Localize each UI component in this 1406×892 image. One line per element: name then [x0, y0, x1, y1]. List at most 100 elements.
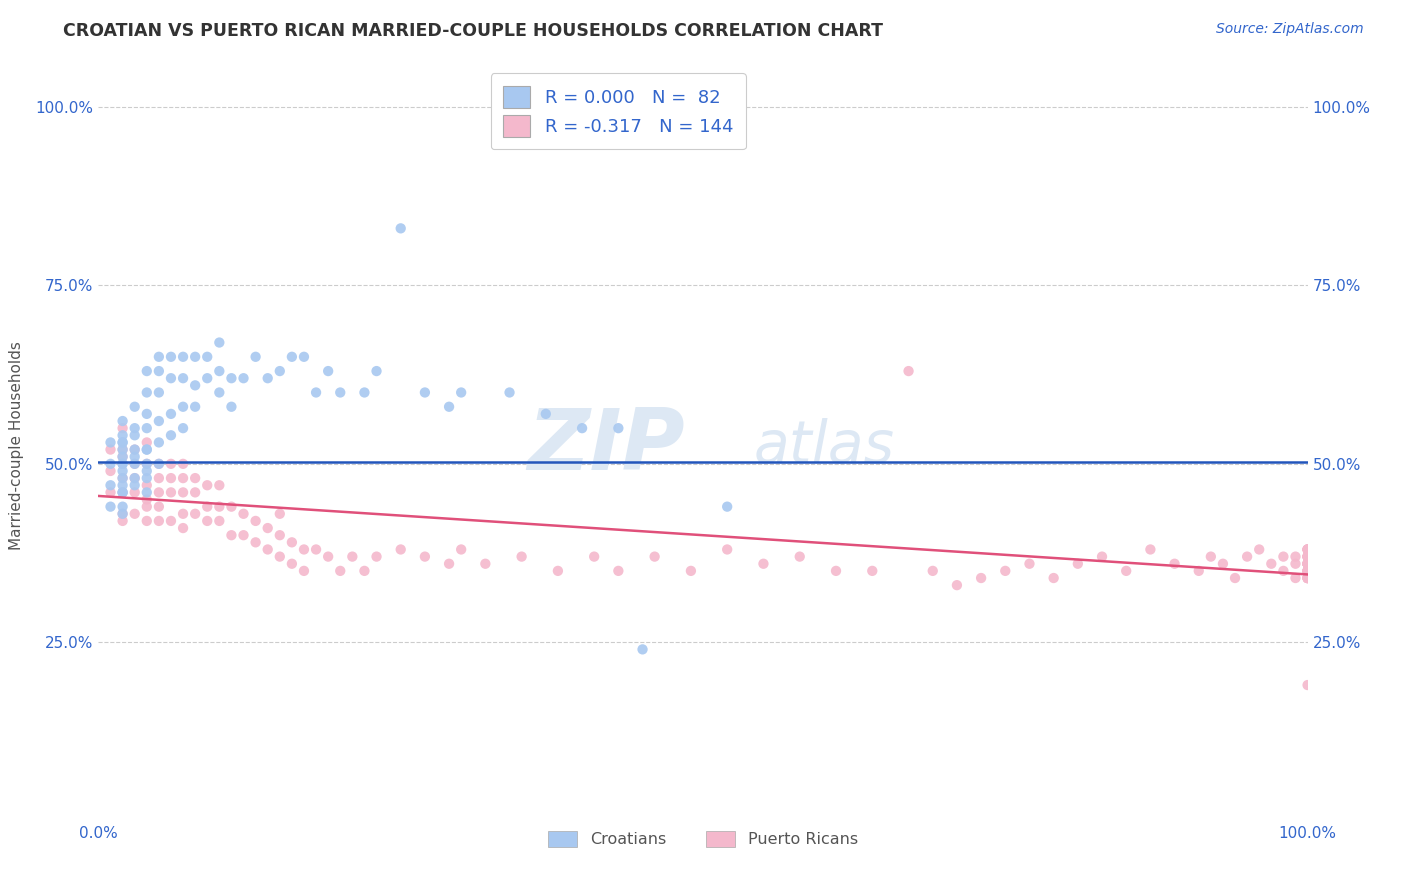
- Point: [1296, 557, 1319, 571]
- Point: [1296, 564, 1319, 578]
- Point: [329, 385, 352, 400]
- Point: [1272, 564, 1295, 578]
- Point: [184, 485, 207, 500]
- Point: [135, 492, 157, 507]
- Point: [437, 557, 460, 571]
- Point: [160, 471, 183, 485]
- Point: [195, 371, 218, 385]
- Point: [437, 400, 460, 414]
- Point: [148, 457, 170, 471]
- Point: [269, 364, 291, 378]
- Point: [135, 485, 157, 500]
- Point: [510, 549, 533, 564]
- Point: [148, 364, 170, 378]
- Point: [1296, 549, 1319, 564]
- Point: [1272, 549, 1295, 564]
- Point: [716, 542, 738, 557]
- Point: [1091, 549, 1114, 564]
- Legend: Croatians, Puerto Ricans: Croatians, Puerto Ricans: [541, 824, 865, 854]
- Point: [1296, 549, 1319, 564]
- Point: [221, 500, 243, 514]
- Point: [100, 500, 122, 514]
- Point: [1296, 571, 1319, 585]
- Point: [316, 364, 339, 378]
- Point: [644, 549, 666, 564]
- Point: [208, 335, 231, 350]
- Point: [1139, 542, 1161, 557]
- Point: [135, 500, 157, 514]
- Point: [195, 478, 218, 492]
- Point: [1296, 571, 1319, 585]
- Point: [1296, 571, 1319, 585]
- Point: [1296, 549, 1319, 564]
- Point: [1296, 571, 1319, 585]
- Point: [1296, 557, 1319, 571]
- Point: [256, 521, 278, 535]
- Point: [281, 557, 304, 571]
- Point: [124, 442, 146, 457]
- Point: [269, 528, 291, 542]
- Point: [124, 442, 146, 457]
- Point: [245, 535, 267, 549]
- Point: [160, 514, 183, 528]
- Point: [1296, 557, 1319, 571]
- Point: [100, 457, 122, 471]
- Point: [1296, 549, 1319, 564]
- Point: [111, 485, 134, 500]
- Point: [195, 500, 218, 514]
- Point: [1296, 564, 1319, 578]
- Point: [1296, 557, 1319, 571]
- Point: [221, 528, 243, 542]
- Point: [160, 428, 183, 442]
- Point: [148, 457, 170, 471]
- Point: [292, 564, 315, 578]
- Point: [111, 435, 134, 450]
- Point: [160, 371, 183, 385]
- Point: [305, 385, 328, 400]
- Point: [208, 514, 231, 528]
- Point: [716, 500, 738, 514]
- Point: [111, 450, 134, 464]
- Point: [269, 507, 291, 521]
- Point: [1296, 571, 1319, 585]
- Point: [256, 371, 278, 385]
- Point: [111, 421, 134, 435]
- Point: [1223, 571, 1246, 585]
- Point: [135, 421, 157, 435]
- Point: [172, 457, 194, 471]
- Point: [111, 450, 134, 464]
- Text: ZIP: ZIP: [527, 404, 685, 488]
- Point: [292, 350, 315, 364]
- Point: [124, 450, 146, 464]
- Point: [124, 471, 146, 485]
- Point: [195, 350, 218, 364]
- Point: [752, 557, 775, 571]
- Point: [366, 549, 388, 564]
- Point: [1296, 557, 1319, 571]
- Point: [607, 564, 630, 578]
- Point: [366, 364, 388, 378]
- Point: [135, 364, 157, 378]
- Point: [135, 457, 157, 471]
- Point: [221, 400, 243, 414]
- Point: [1115, 564, 1137, 578]
- Point: [148, 385, 170, 400]
- Point: [135, 385, 157, 400]
- Point: [111, 442, 134, 457]
- Point: [100, 435, 122, 450]
- Text: atlas: atlas: [754, 417, 894, 475]
- Point: [281, 535, 304, 549]
- Point: [208, 478, 231, 492]
- Point: [111, 457, 134, 471]
- Point: [148, 414, 170, 428]
- Point: [232, 528, 254, 542]
- Point: [111, 435, 134, 450]
- Point: [631, 642, 654, 657]
- Point: [1296, 542, 1319, 557]
- Point: [135, 464, 157, 478]
- Point: [100, 442, 122, 457]
- Point: [124, 485, 146, 500]
- Point: [124, 421, 146, 435]
- Point: [1284, 571, 1306, 585]
- Point: [148, 485, 170, 500]
